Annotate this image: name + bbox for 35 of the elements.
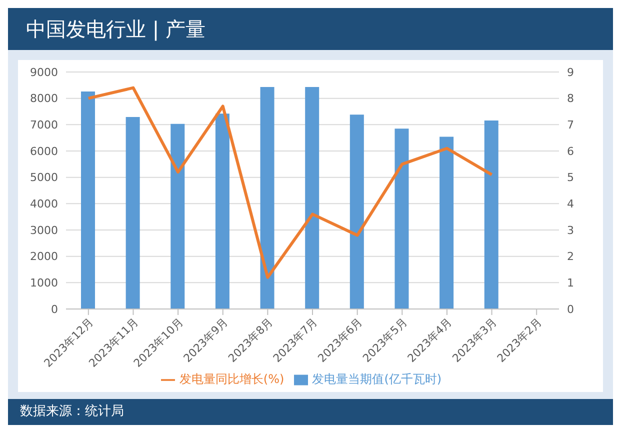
bar	[305, 87, 320, 309]
bar	[81, 91, 95, 309]
y-tick-label: 2000	[30, 250, 58, 264]
y-tick-label: 1000	[30, 276, 58, 290]
bar	[440, 136, 454, 309]
chart-title: 中国发电行业 | 产量	[8, 8, 613, 50]
y-tick-label: 3000	[30, 224, 58, 237]
source-note: 数据来源：统计局	[20, 404, 124, 419]
y2-tick-label: 8	[567, 92, 574, 106]
legend-label: 发电量同比增长(%)	[179, 372, 284, 386]
bar	[215, 114, 230, 309]
y-tick-label: 8000	[30, 92, 58, 106]
bar	[394, 128, 409, 309]
y2-tick-label: 1	[567, 276, 574, 290]
bar	[350, 114, 364, 309]
y-tick-label: 0	[51, 302, 58, 316]
y2-tick-label: 4	[567, 198, 574, 211]
legend-label: 发电量当期值(亿千瓦时)	[312, 372, 442, 386]
y-tick-label: 6000	[30, 144, 58, 158]
y2-tick-label: 3	[567, 224, 574, 237]
y2-tick-label: 0	[567, 302, 574, 316]
y-tick-label: 4000	[30, 198, 58, 211]
y-tick-label: 7000	[30, 118, 58, 132]
bar	[484, 120, 498, 309]
y2-tick-label: 2	[567, 250, 574, 264]
bar	[260, 87, 274, 309]
line-series	[86, 86, 494, 279]
y2-tick-label: 5	[567, 171, 574, 184]
y-tick-label: 9000	[30, 66, 58, 79]
y-tick-label: 5000	[30, 171, 58, 184]
y2-tick-label: 9	[567, 66, 574, 79]
bar	[126, 117, 140, 309]
y2-tick-label: 6	[567, 144, 574, 158]
y2-tick-label: 7	[567, 118, 574, 132]
bar	[170, 124, 185, 309]
